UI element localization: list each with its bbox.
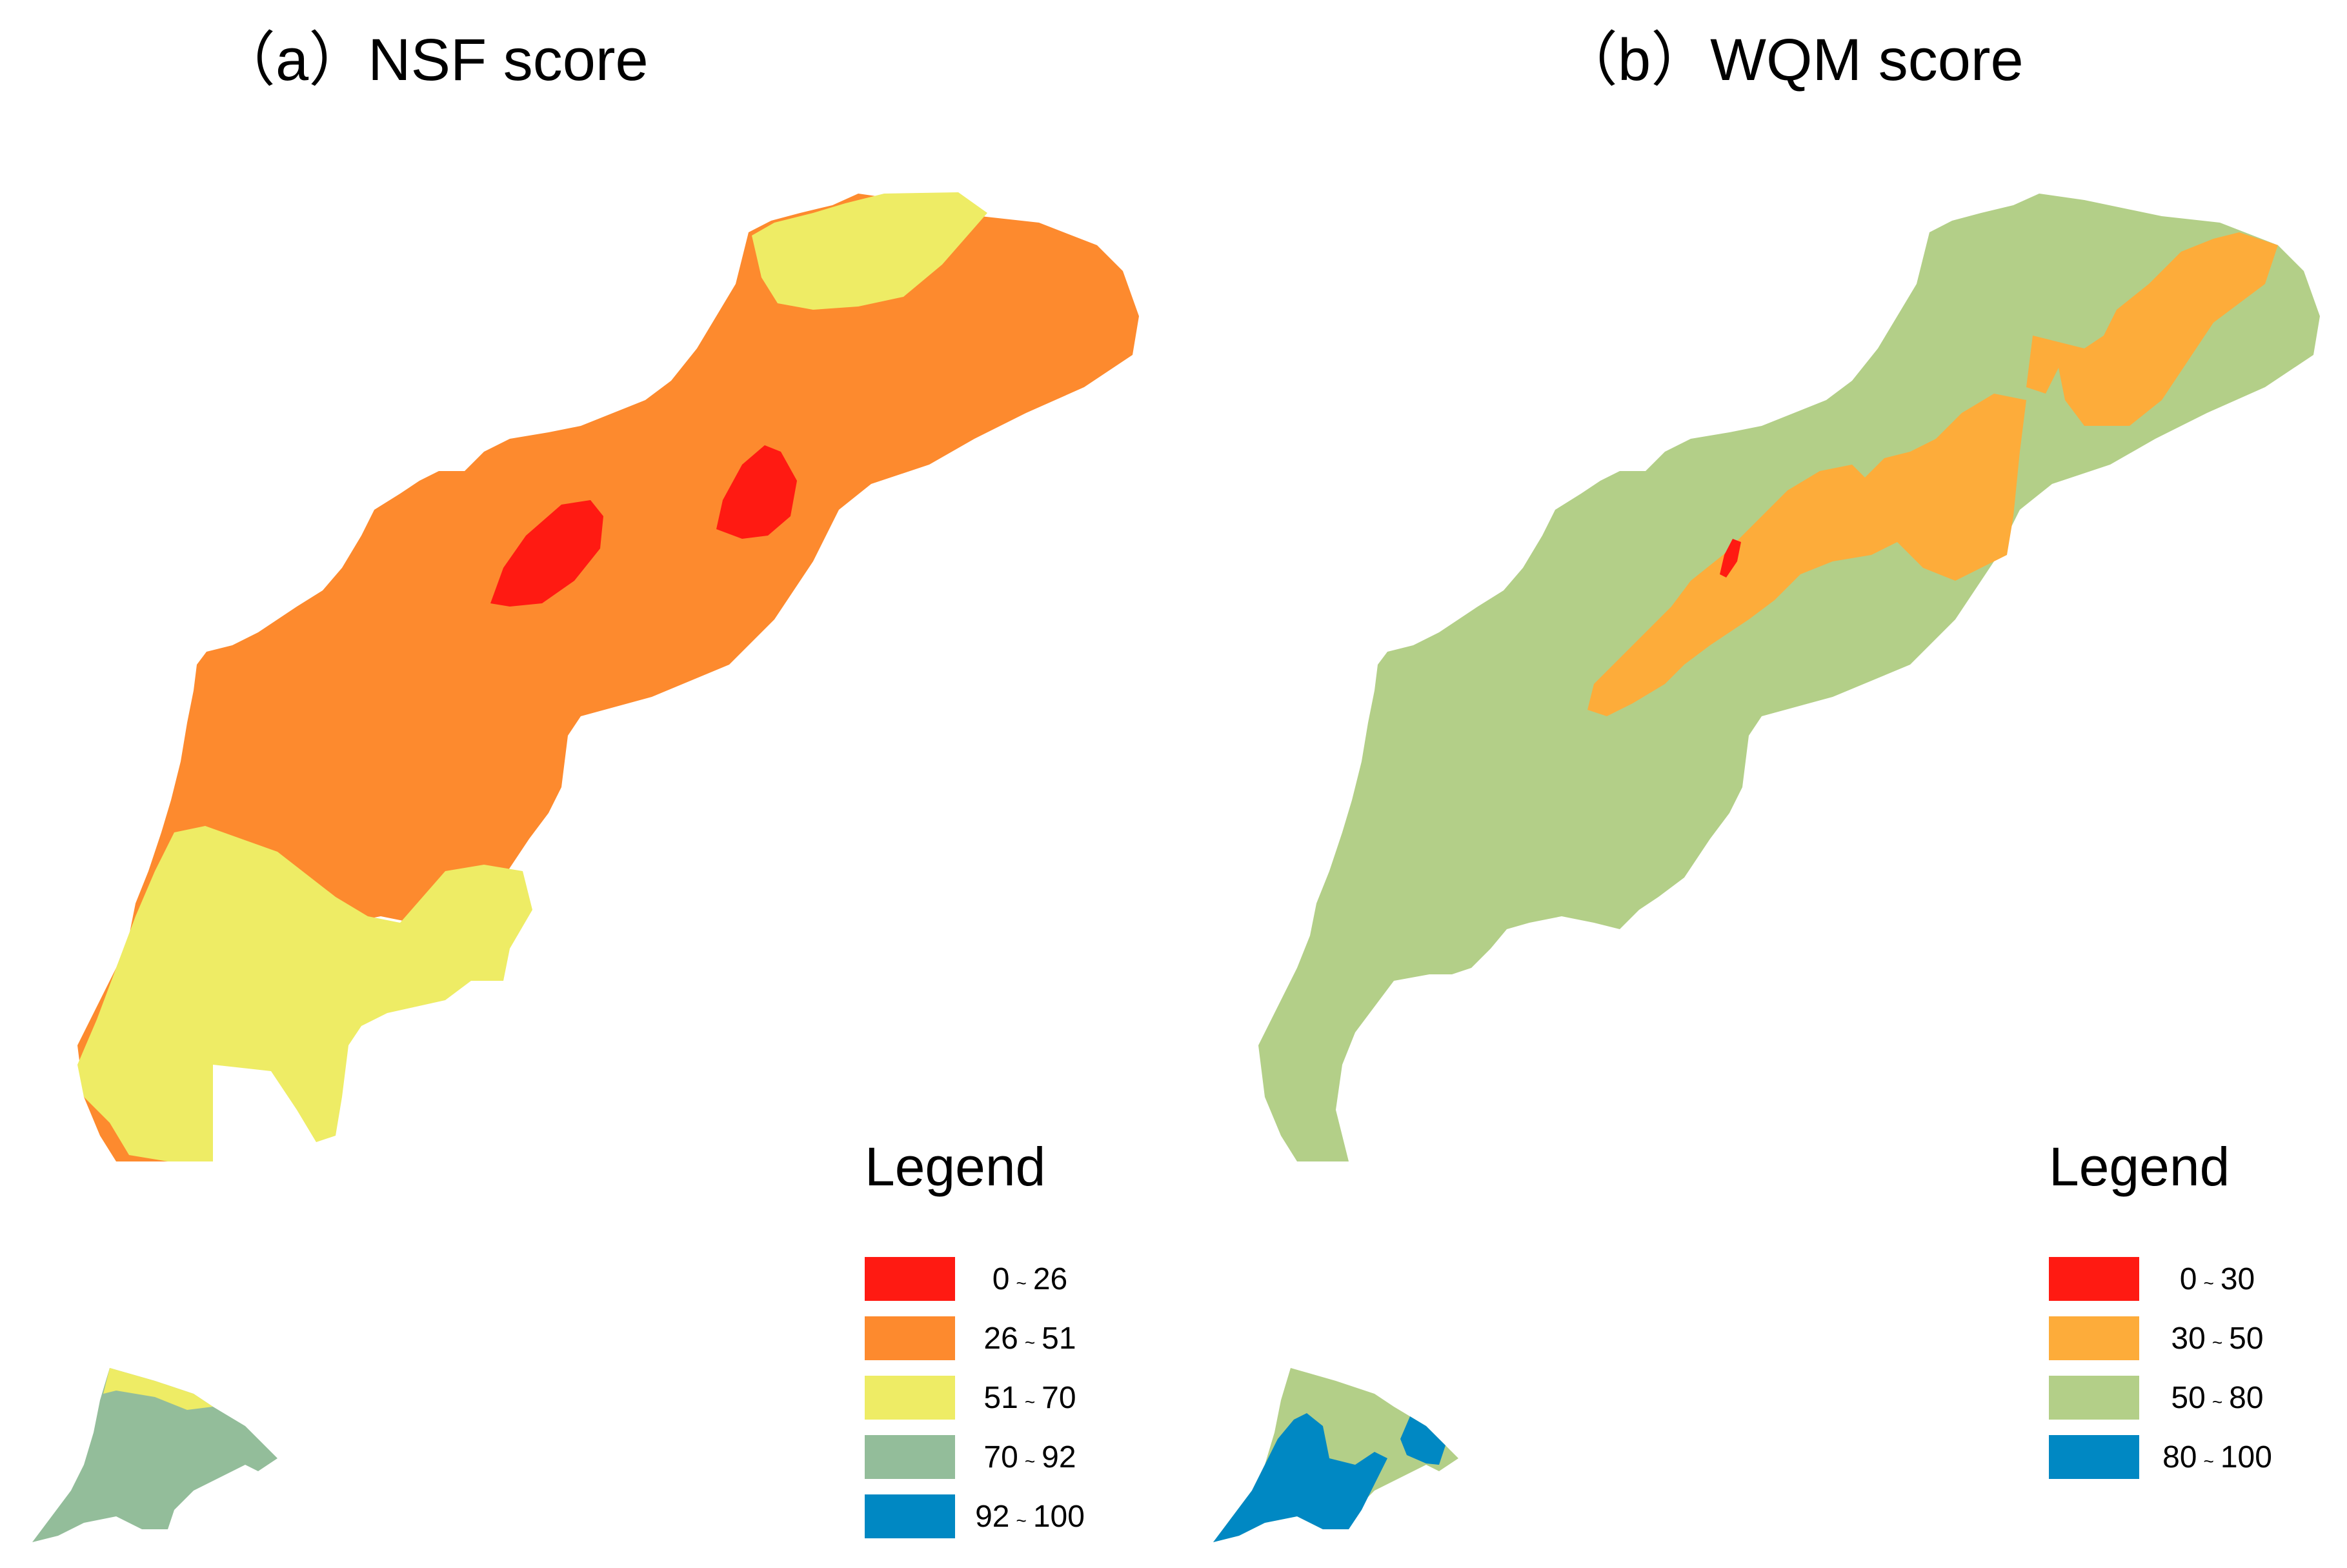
legend-swatch [2049,1376,2139,1420]
wqm-south-zone-80-100-west [1213,1413,1387,1542]
legend-swatch [2049,1316,2139,1360]
legend-heading: Legend [2049,1136,2230,1197]
wqm-zone-0-30 [1720,539,1741,578]
legend-swatch [865,1376,955,1420]
nsf-zone-51-70-north [752,192,987,310]
wqm-score-map [1213,194,2320,1542]
legend-range: 26 ~51 [983,1321,1076,1356]
legend-range: 50 ~80 [2171,1380,2264,1415]
nsf-zone-51-70-south [77,826,532,1161]
legend-heading: Legend [865,1136,1046,1197]
legend-swatch [2049,1257,2139,1301]
legend-range: 51 ~70 [983,1380,1076,1415]
legend-range: 0 ~30 [2179,1261,2255,1296]
legend-item: 51 ~70 [865,1375,1101,1420]
wqm-south-zone-80-100-east [1400,1416,1445,1465]
legend-swatch [865,1494,955,1538]
legend-swatch [2049,1435,2139,1479]
legend-range: 70 ~92 [983,1440,1076,1474]
legend-item: 80 ~100 [2049,1434,2292,1480]
legend-item: 0 ~26 [865,1256,1101,1302]
wqm-zone-30-50-northeast [2026,232,2278,426]
wqm-zone-30-50-central [1587,394,2026,716]
panel-a-title: （a）NSF score [216,27,649,93]
legend-swatch [865,1257,955,1301]
legend-range: 80 ~100 [2162,1440,2272,1474]
legend-range: 30 ~50 [2171,1321,2264,1356]
legend-item: 70 ~92 [865,1434,1101,1480]
legend-swatch [865,1435,955,1479]
legend-item: 50 ~80 [2049,1375,2292,1420]
panel-b-title: （b）WQM score [1558,27,2024,93]
legend-item: 26 ~51 [865,1316,1101,1361]
legend-wqm: Legend 0 ~30 30 ~50 50 ~80 80 ~100 [2049,1136,2292,1494]
nsf-zone-0-26-west [490,500,603,607]
legend-swatch [865,1316,955,1360]
legend-range: 92 ~100 [975,1499,1085,1534]
nsf-score-map [32,192,1139,1542]
nsf-south-zone-51-70 [103,1368,213,1410]
legend-item: 92 ~100 [865,1494,1101,1539]
legend-nsf: Legend 0 ~26 26 ~51 51 ~70 70 ~92 92 ~100 [865,1136,1101,1553]
legend-range: 0 ~26 [992,1261,1068,1296]
legend-item: 0 ~30 [2049,1256,2292,1302]
legend-item: 30 ~50 [2049,1316,2292,1361]
nsf-zone-0-26-east [716,445,797,539]
